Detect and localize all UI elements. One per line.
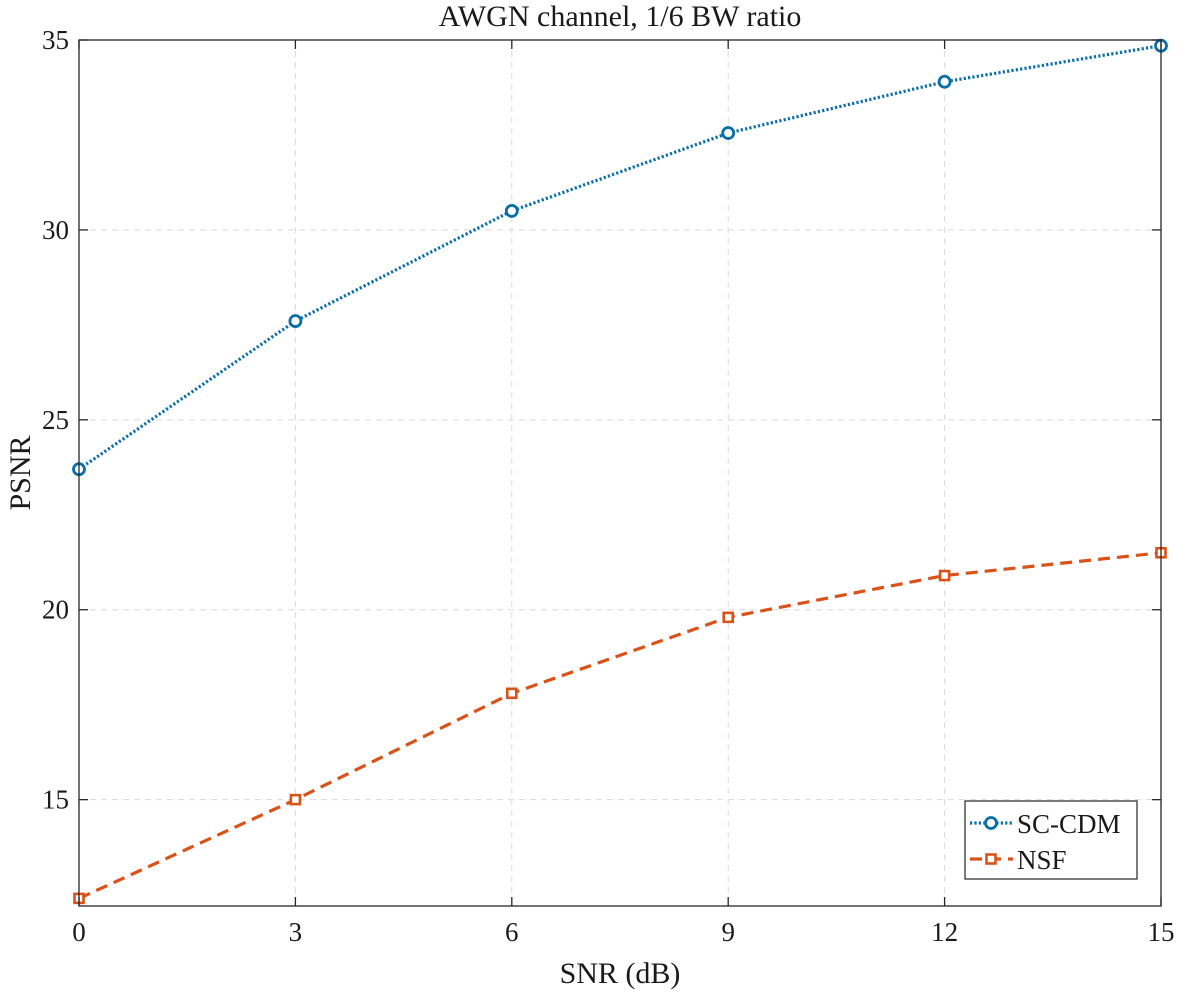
nsf-point	[289, 793, 302, 806]
nsf-line	[78, 551, 1162, 900]
x-tick-label: 15	[1148, 917, 1175, 947]
sc-cdm-point	[288, 314, 303, 328]
series-sc-cdm	[72, 38, 1168, 477]
x-tick-label: 0	[72, 917, 86, 947]
sc-cdm-point	[937, 74, 952, 89]
x-tick-label: 6	[505, 917, 519, 947]
chart-title: AWGN channel, 1/6 BW ratio	[439, 0, 802, 33]
nsf-point	[722, 611, 735, 624]
series-layer	[72, 38, 1168, 905]
plot-frame	[78, 39, 1162, 907]
y-tick-label: 35	[42, 25, 69, 55]
x-tick-label: 9	[721, 917, 735, 947]
y-tick-label: 15	[42, 785, 69, 815]
sc-cdm-line	[78, 44, 1162, 471]
nsf-point	[505, 687, 518, 700]
legend-marker-sc-cdm	[984, 816, 998, 830]
sc-cdm-point	[504, 204, 519, 218]
nsf-point	[938, 569, 951, 582]
sc-cdm-point	[721, 126, 736, 140]
y-axis-label: PSNR	[4, 435, 37, 510]
x-tick-label: 3	[289, 917, 303, 947]
legend-label-sc-cdm: SC-CDM	[1017, 809, 1121, 839]
x-tick-label: 12	[931, 917, 958, 947]
legend: SC-CDM NSF	[964, 800, 1138, 880]
grid	[79, 40, 1161, 906]
ticks: 0 3 6 9 12 15 15 20 25 30 35	[42, 25, 1175, 947]
legend-box	[964, 800, 1138, 880]
legend-label-nsf: NSF	[1017, 845, 1067, 875]
y-tick-label: 20	[42, 595, 69, 625]
y-tick-label: 30	[42, 215, 69, 245]
y-tick-label: 25	[42, 405, 69, 435]
x-axis-label: SNR (dB)	[560, 957, 681, 990]
legend-marker-nsf	[985, 853, 997, 865]
